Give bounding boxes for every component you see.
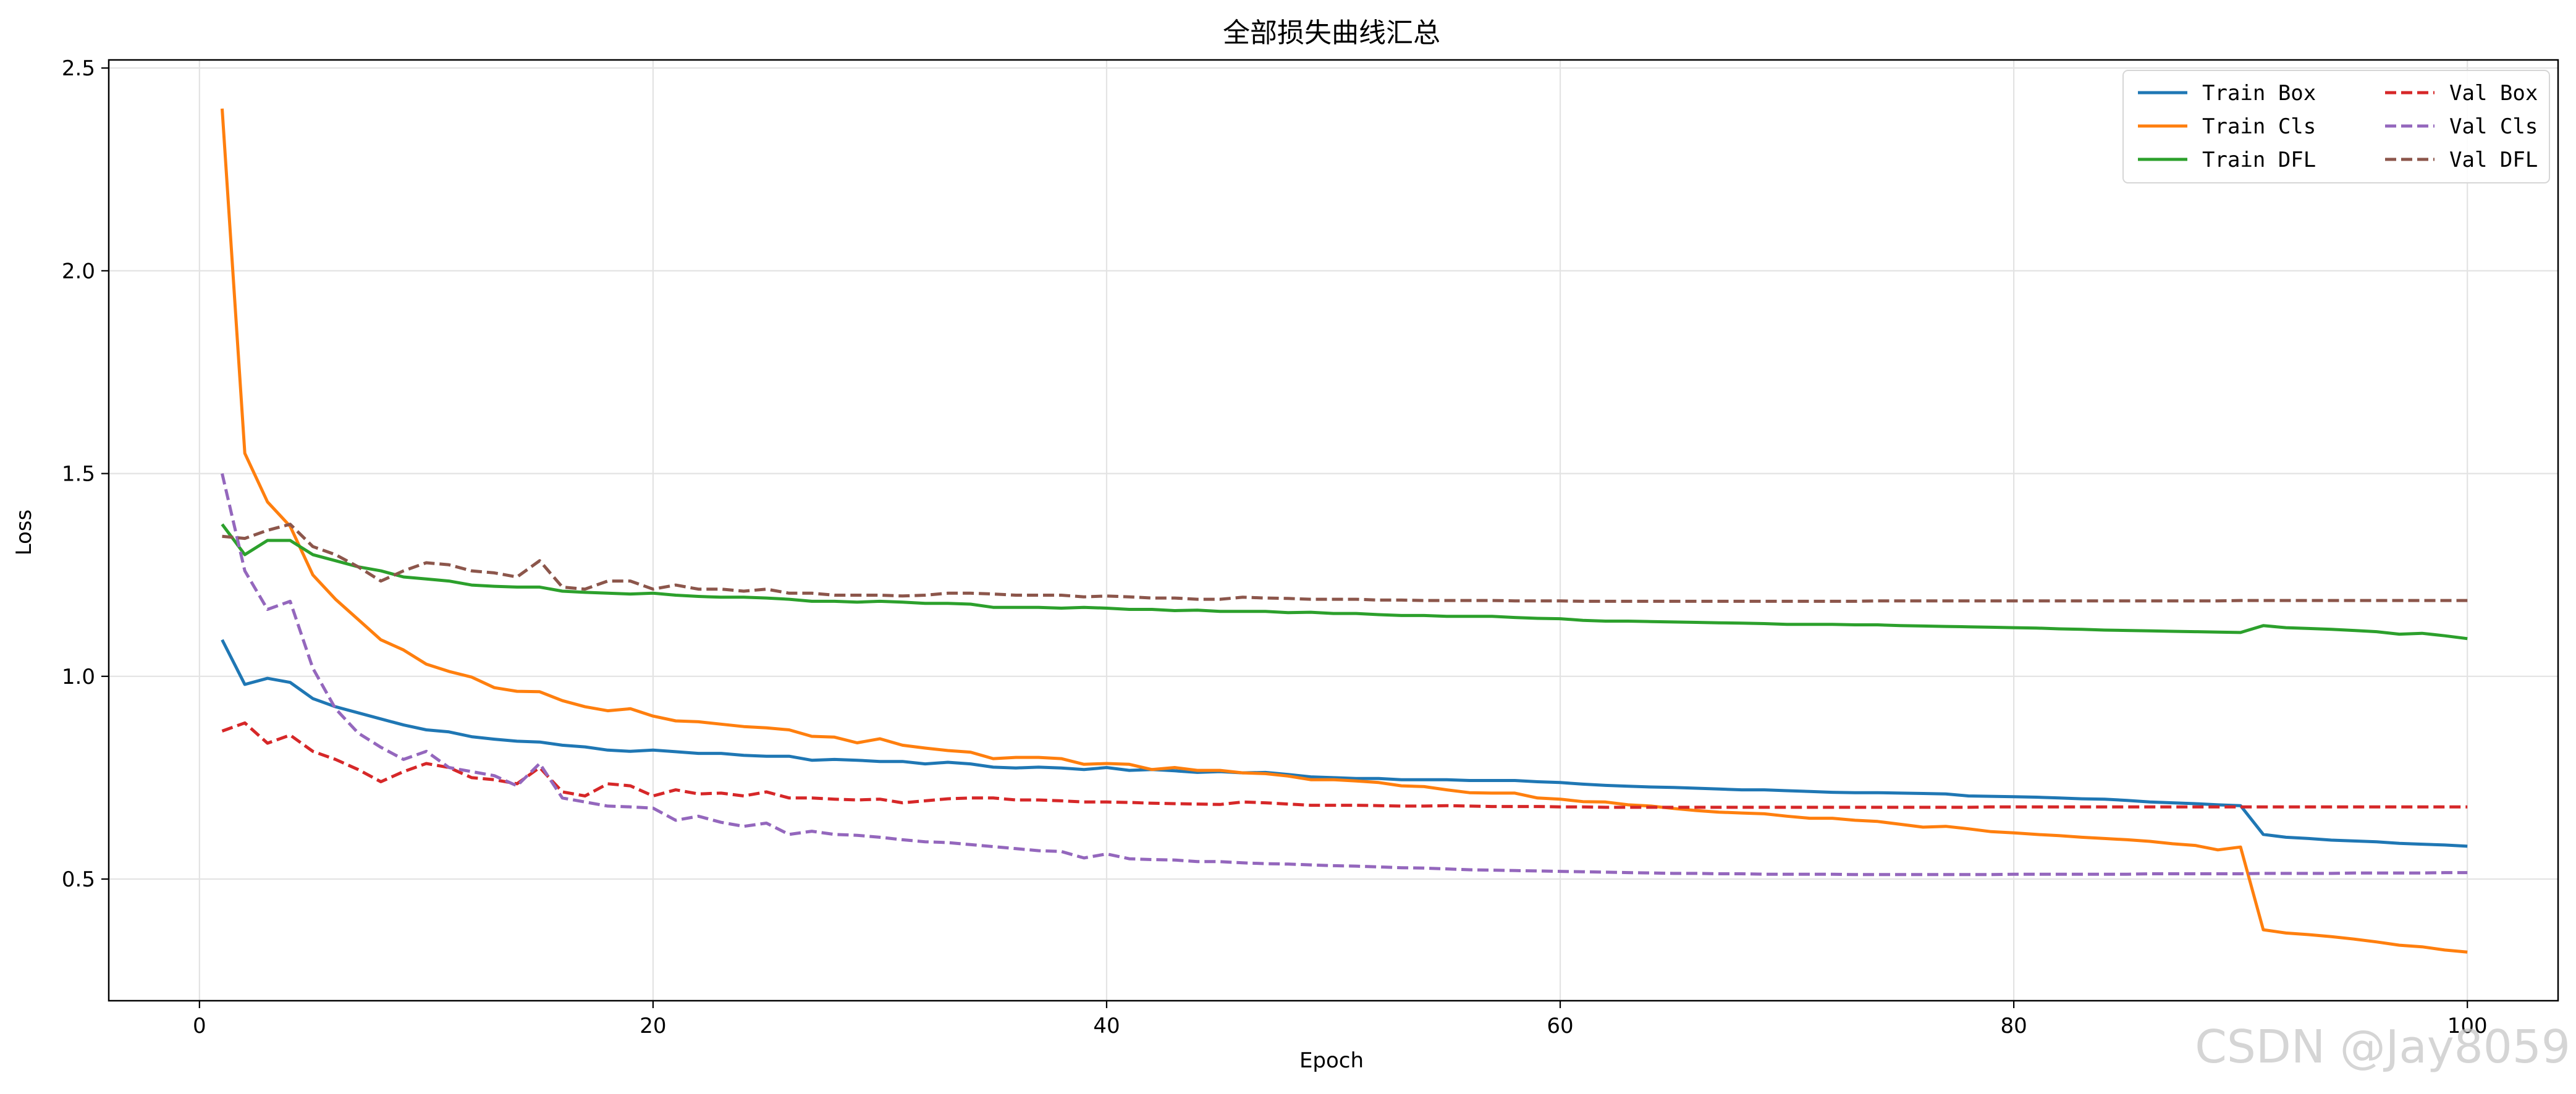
y-axis-label: Loss <box>12 510 36 556</box>
axes-frame <box>108 59 2559 1002</box>
x-axis-label: Epoch <box>1299 1048 1364 1073</box>
legend-box <box>2122 70 2550 183</box>
legend-label: Val DFL <box>2449 148 2538 172</box>
series-line-train-dfl <box>221 523 2468 641</box>
y-tick-label: 0.5 <box>62 867 95 892</box>
axis-ticks: 0 20 40 60 80 100 0.5 1.0 1.5 2.0 2.5 <box>62 56 2488 1038</box>
y-tick-label: 1.5 <box>62 462 95 487</box>
y-tick-label: 1.0 <box>62 665 95 689</box>
grid-lines <box>109 60 2558 1001</box>
x-tick-label: 80 <box>2000 1014 2027 1038</box>
legend-label: Val Cls <box>2449 114 2538 139</box>
x-tick-label: 20 <box>640 1014 666 1038</box>
y-tick-label: 2.0 <box>62 259 95 284</box>
x-tick-label: 60 <box>1547 1014 1573 1038</box>
legend-label: Val Box <box>2449 81 2538 106</box>
legend: Train Box Train Cls Train DFL Val Box Val Cl… <box>2122 70 2550 183</box>
series-lines <box>221 108 2468 954</box>
x-tick-label: 40 <box>1093 1014 1120 1038</box>
series-line-val-dfl <box>222 523 2468 603</box>
x-tick-label: 100 <box>2447 1014 2488 1038</box>
series-line-train-cls <box>221 108 2468 954</box>
x-tick-label: 0 <box>193 1014 206 1038</box>
legend-label: Train DFL <box>2202 148 2316 172</box>
legend-label: Train Box <box>2202 81 2316 106</box>
series-line-val-box <box>221 721 2468 809</box>
series-line-train-box <box>221 639 2468 848</box>
y-tick-label: 2.5 <box>62 56 95 81</box>
watermark: CSDN @Jay8059 <box>2195 1020 2570 1074</box>
chart-title: 全部损失曲线汇总 <box>1223 17 1440 49</box>
series-line-val-cls <box>221 473 2468 877</box>
legend-label: Train Cls <box>2202 114 2316 139</box>
